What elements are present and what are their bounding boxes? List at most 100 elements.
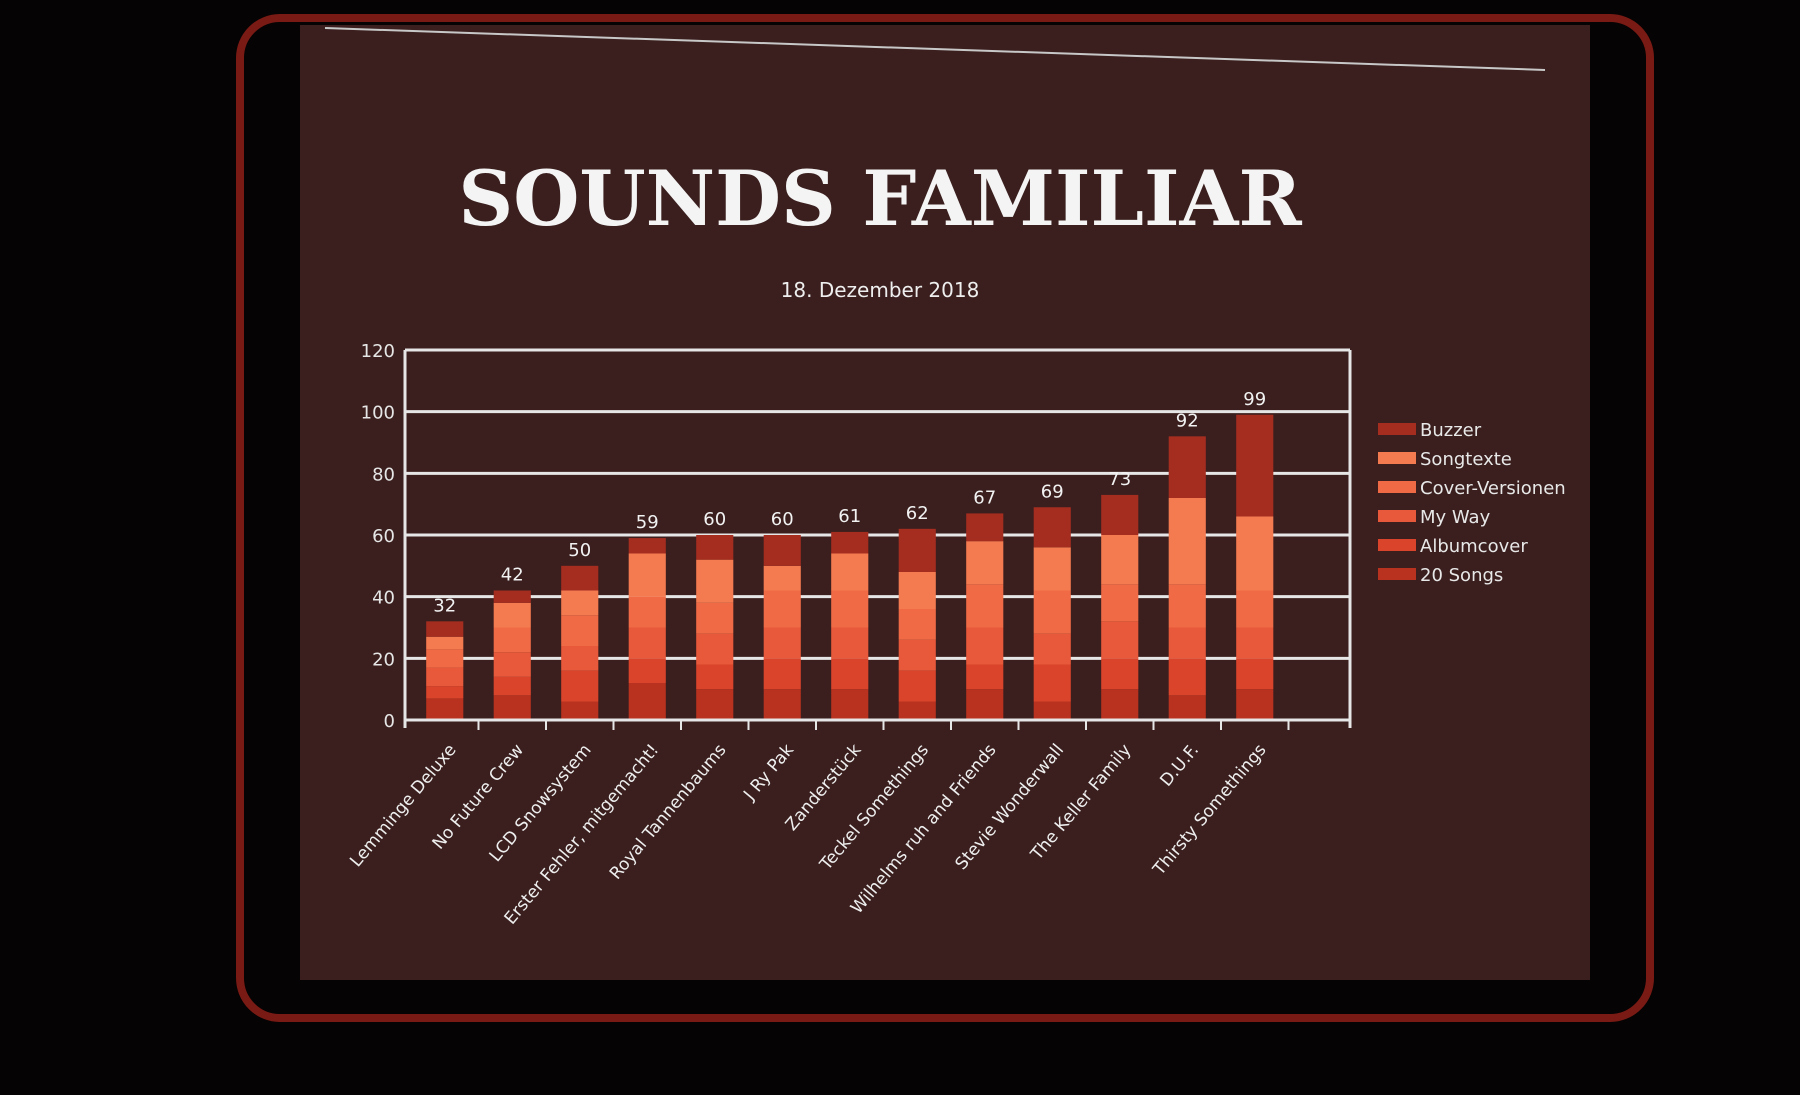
bar-segment	[898, 670, 936, 702]
bar-segment	[831, 531, 869, 554]
bar-segment	[696, 602, 734, 634]
bar-segment	[628, 658, 666, 683]
bar-segment	[561, 615, 599, 646]
screen-top-edge	[324, 27, 1546, 71]
bar-segment	[561, 565, 599, 591]
bar-segment	[1033, 507, 1071, 548]
bar-segment	[966, 627, 1004, 665]
data-label: 32	[433, 595, 456, 616]
bar-segment	[898, 609, 936, 640]
bar-segment	[1033, 547, 1071, 591]
bar-segment	[1101, 621, 1139, 659]
bar-segment	[966, 664, 1004, 690]
projection-screen	[300, 25, 1590, 980]
data-label: 92	[1176, 410, 1199, 431]
bar-segment	[493, 602, 531, 628]
y-tick-label: 20	[372, 649, 395, 670]
data-label: 60	[703, 509, 726, 530]
bar-segment	[426, 698, 464, 720]
data-label: 42	[501, 565, 524, 586]
bar-segment	[1168, 695, 1206, 720]
bar-segment	[493, 676, 531, 696]
bar-segment	[763, 627, 801, 659]
legend-label: My Way	[1420, 507, 1491, 528]
bar-segment	[831, 658, 869, 690]
bar-segment	[493, 695, 531, 720]
bar-segment	[1101, 535, 1139, 585]
bar-segment	[1236, 516, 1274, 591]
bar-segment	[426, 636, 464, 650]
bar-segment	[1033, 701, 1071, 720]
legend-label: Buzzer	[1420, 420, 1482, 441]
bar-segment	[763, 689, 801, 720]
bar-segment	[1168, 584, 1206, 628]
bar-segment	[426, 649, 464, 668]
bar-segment	[493, 590, 531, 603]
bar-segment	[831, 627, 869, 659]
bar-segment	[426, 621, 464, 637]
bar-segment	[1236, 414, 1274, 517]
bar-segment	[1236, 658, 1274, 690]
bar-segment	[1236, 627, 1274, 659]
bar-segment	[763, 590, 801, 628]
data-label: 61	[838, 506, 861, 527]
y-tick-label: 100	[361, 403, 395, 424]
legend-swatch	[1378, 481, 1416, 493]
bar-segment	[1168, 627, 1206, 659]
bar-segment	[628, 596, 666, 628]
bar-segment	[628, 683, 666, 720]
bar-segment	[1101, 689, 1139, 720]
bar-segment	[898, 639, 936, 671]
bar-segment	[493, 627, 531, 653]
bar-segment	[763, 565, 801, 591]
bar-segment	[1168, 658, 1206, 696]
bar-segment	[628, 627, 666, 659]
bar-segment	[561, 590, 599, 616]
bar-segment	[426, 667, 464, 687]
bar-segment	[898, 701, 936, 720]
bar-segment	[1101, 584, 1139, 622]
legend-label: Cover-Versionen	[1420, 478, 1566, 499]
bar-segment	[1033, 590, 1071, 634]
bar-segment	[493, 652, 531, 677]
bar-segment	[966, 689, 1004, 720]
legend-swatch	[1378, 510, 1416, 522]
legend-label: Songtexte	[1420, 449, 1512, 470]
y-tick-label: 80	[372, 464, 395, 485]
bar-segment	[696, 689, 734, 720]
y-tick-label: 120	[361, 341, 395, 362]
bar-segment	[696, 664, 734, 690]
bar-segment	[831, 553, 869, 591]
legend-label: 20 Songs	[1420, 565, 1503, 586]
bar-segment	[966, 584, 1004, 628]
bar-segment	[966, 541, 1004, 585]
frame	[236, 14, 1654, 1022]
bar-segment	[1236, 590, 1274, 628]
data-label: 50	[568, 540, 591, 561]
legend-swatch	[1378, 568, 1416, 580]
bar-segment	[831, 689, 869, 720]
data-label: 99	[1243, 389, 1266, 410]
bar-segment	[763, 658, 801, 690]
legend: Buzzer Songtexte Cover-Versionen My Way Albu…	[1378, 420, 1566, 586]
data-label: 69	[1041, 481, 1064, 502]
bar-segment	[1033, 633, 1071, 665]
bar-segment	[561, 701, 599, 720]
data-label: 60	[771, 509, 794, 530]
bar-segment	[628, 553, 666, 597]
bar-segment	[1168, 436, 1206, 498]
bar-segment	[898, 572, 936, 609]
legend-swatch	[1378, 423, 1416, 435]
bar-segment	[696, 559, 734, 603]
legend-swatch	[1378, 452, 1416, 464]
bar-segment	[1168, 498, 1206, 585]
chart-title: SOUNDS FAMILIAR	[458, 154, 1302, 243]
bar-segment	[763, 535, 801, 566]
legend-swatch	[1378, 539, 1416, 551]
data-label: 67	[973, 487, 996, 508]
chart-subtitle: 18. Dezember 2018	[781, 278, 980, 302]
data-label: 59	[636, 512, 659, 533]
y-tick-label: 40	[372, 588, 395, 609]
bar-segment	[561, 646, 599, 671]
